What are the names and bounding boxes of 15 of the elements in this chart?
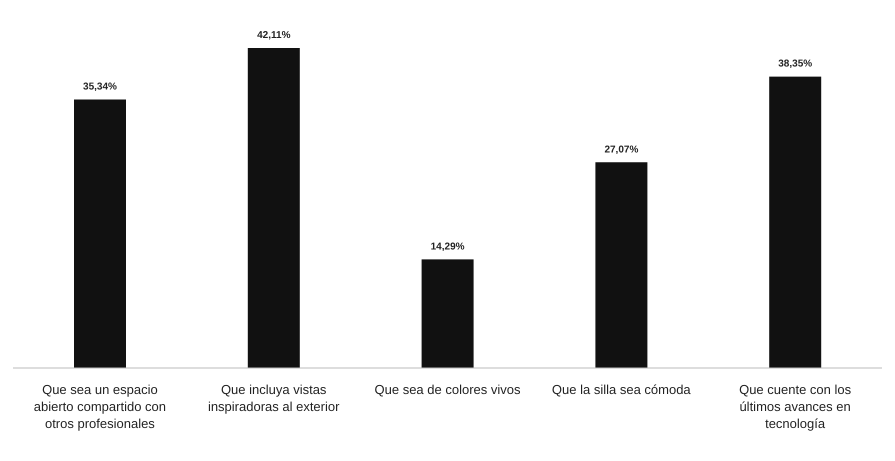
- bar: [74, 99, 126, 368]
- x-tick-label: Que sea un espacio abierto compartido con otros profesionales: [34, 382, 166, 431]
- x-tick-label: Que incluya vistas inspiradoras al exterior: [208, 382, 340, 414]
- bar: [769, 76, 822, 368]
- data-label: 38,35%: [778, 58, 812, 70]
- bar: [248, 48, 300, 368]
- bar: [422, 259, 474, 368]
- x-tick-label: Que sea de colores vivos: [374, 382, 521, 397]
- data-label: 35,34%: [83, 81, 118, 92]
- data-label: 14,29%: [430, 241, 465, 252]
- data-label: 42,11%: [257, 30, 291, 41]
- bar: [595, 162, 648, 368]
- data-label: 27,07%: [604, 144, 638, 156]
- x-tick-label: Que cuente con los últimos avances en tecnología: [739, 382, 852, 431]
- x-tick-label: Que la silla sea cómoda: [552, 382, 692, 397]
